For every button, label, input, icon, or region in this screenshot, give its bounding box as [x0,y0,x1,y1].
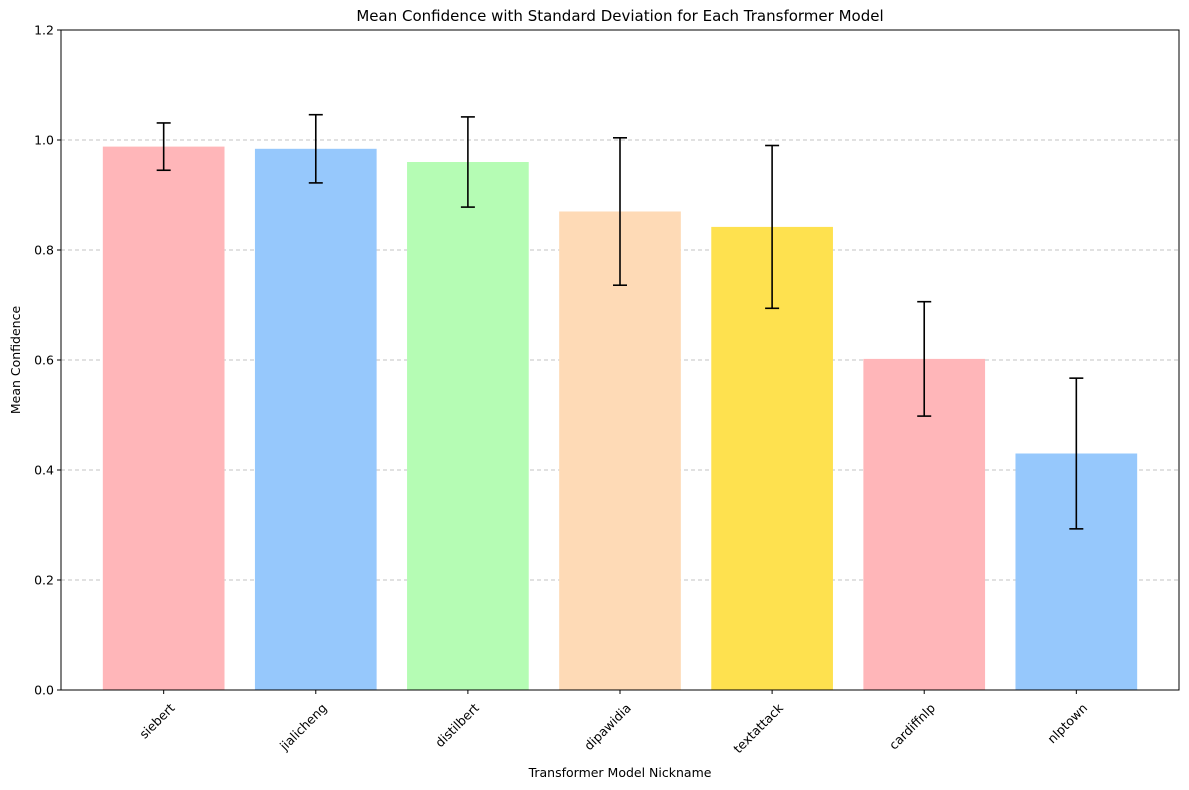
chart-title: Mean Confidence with Standard Deviation … [356,7,883,25]
x-tick-label-siebert: siebert [136,700,177,741]
bar-distilbert [407,162,529,690]
grid-lines [61,139,1179,581]
y-tick-label: 0.2 [34,573,54,588]
y-tick-label: 1.2 [34,23,54,38]
x-tick-label-nlptown: nlptown [1044,700,1090,746]
x-tick-label-jialicheng: jialicheng [276,700,330,754]
x-axis-label: Transformer Model Nickname [528,765,712,780]
error-bar-siebert [156,122,171,172]
bars [102,146,1138,691]
error-bar-nlptown [1069,377,1084,530]
bar-dipawidia [559,211,681,690]
error-bar-jialicheng [308,113,323,184]
bar-siebert [102,146,225,691]
bar-jialicheng [254,148,377,691]
x-tick-label-distilbert: distilbert [432,700,482,750]
y-tick-label: 0.8 [34,243,54,258]
error-bar-cardiffnlp [917,300,932,417]
y-tick-label: 0.0 [34,683,54,698]
x-tick-label-cardiffnlp: cardiffnlp [886,700,938,752]
error-bar-distilbert [460,116,475,208]
y-axis-label: Mean Confidence [8,306,23,415]
y-tick-label: 0.6 [34,353,54,368]
y-axis-ticks: 0.0 0.2 0.4 0.6 0.8 1.0 1.2 [34,23,61,698]
error-bars [156,113,1084,530]
error-bar-textattack [765,144,780,310]
error-bar-dipawidia [613,137,627,287]
y-tick-label: 0.4 [34,463,54,478]
x-axis-ticks: siebert jialicheng distilbert dipawidia text… [136,690,1090,756]
x-tick-label-dipawidia: dipawidia [581,700,634,753]
x-tick-label-textattack: textattack [730,700,786,756]
y-tick-label: 1.0 [34,133,54,148]
